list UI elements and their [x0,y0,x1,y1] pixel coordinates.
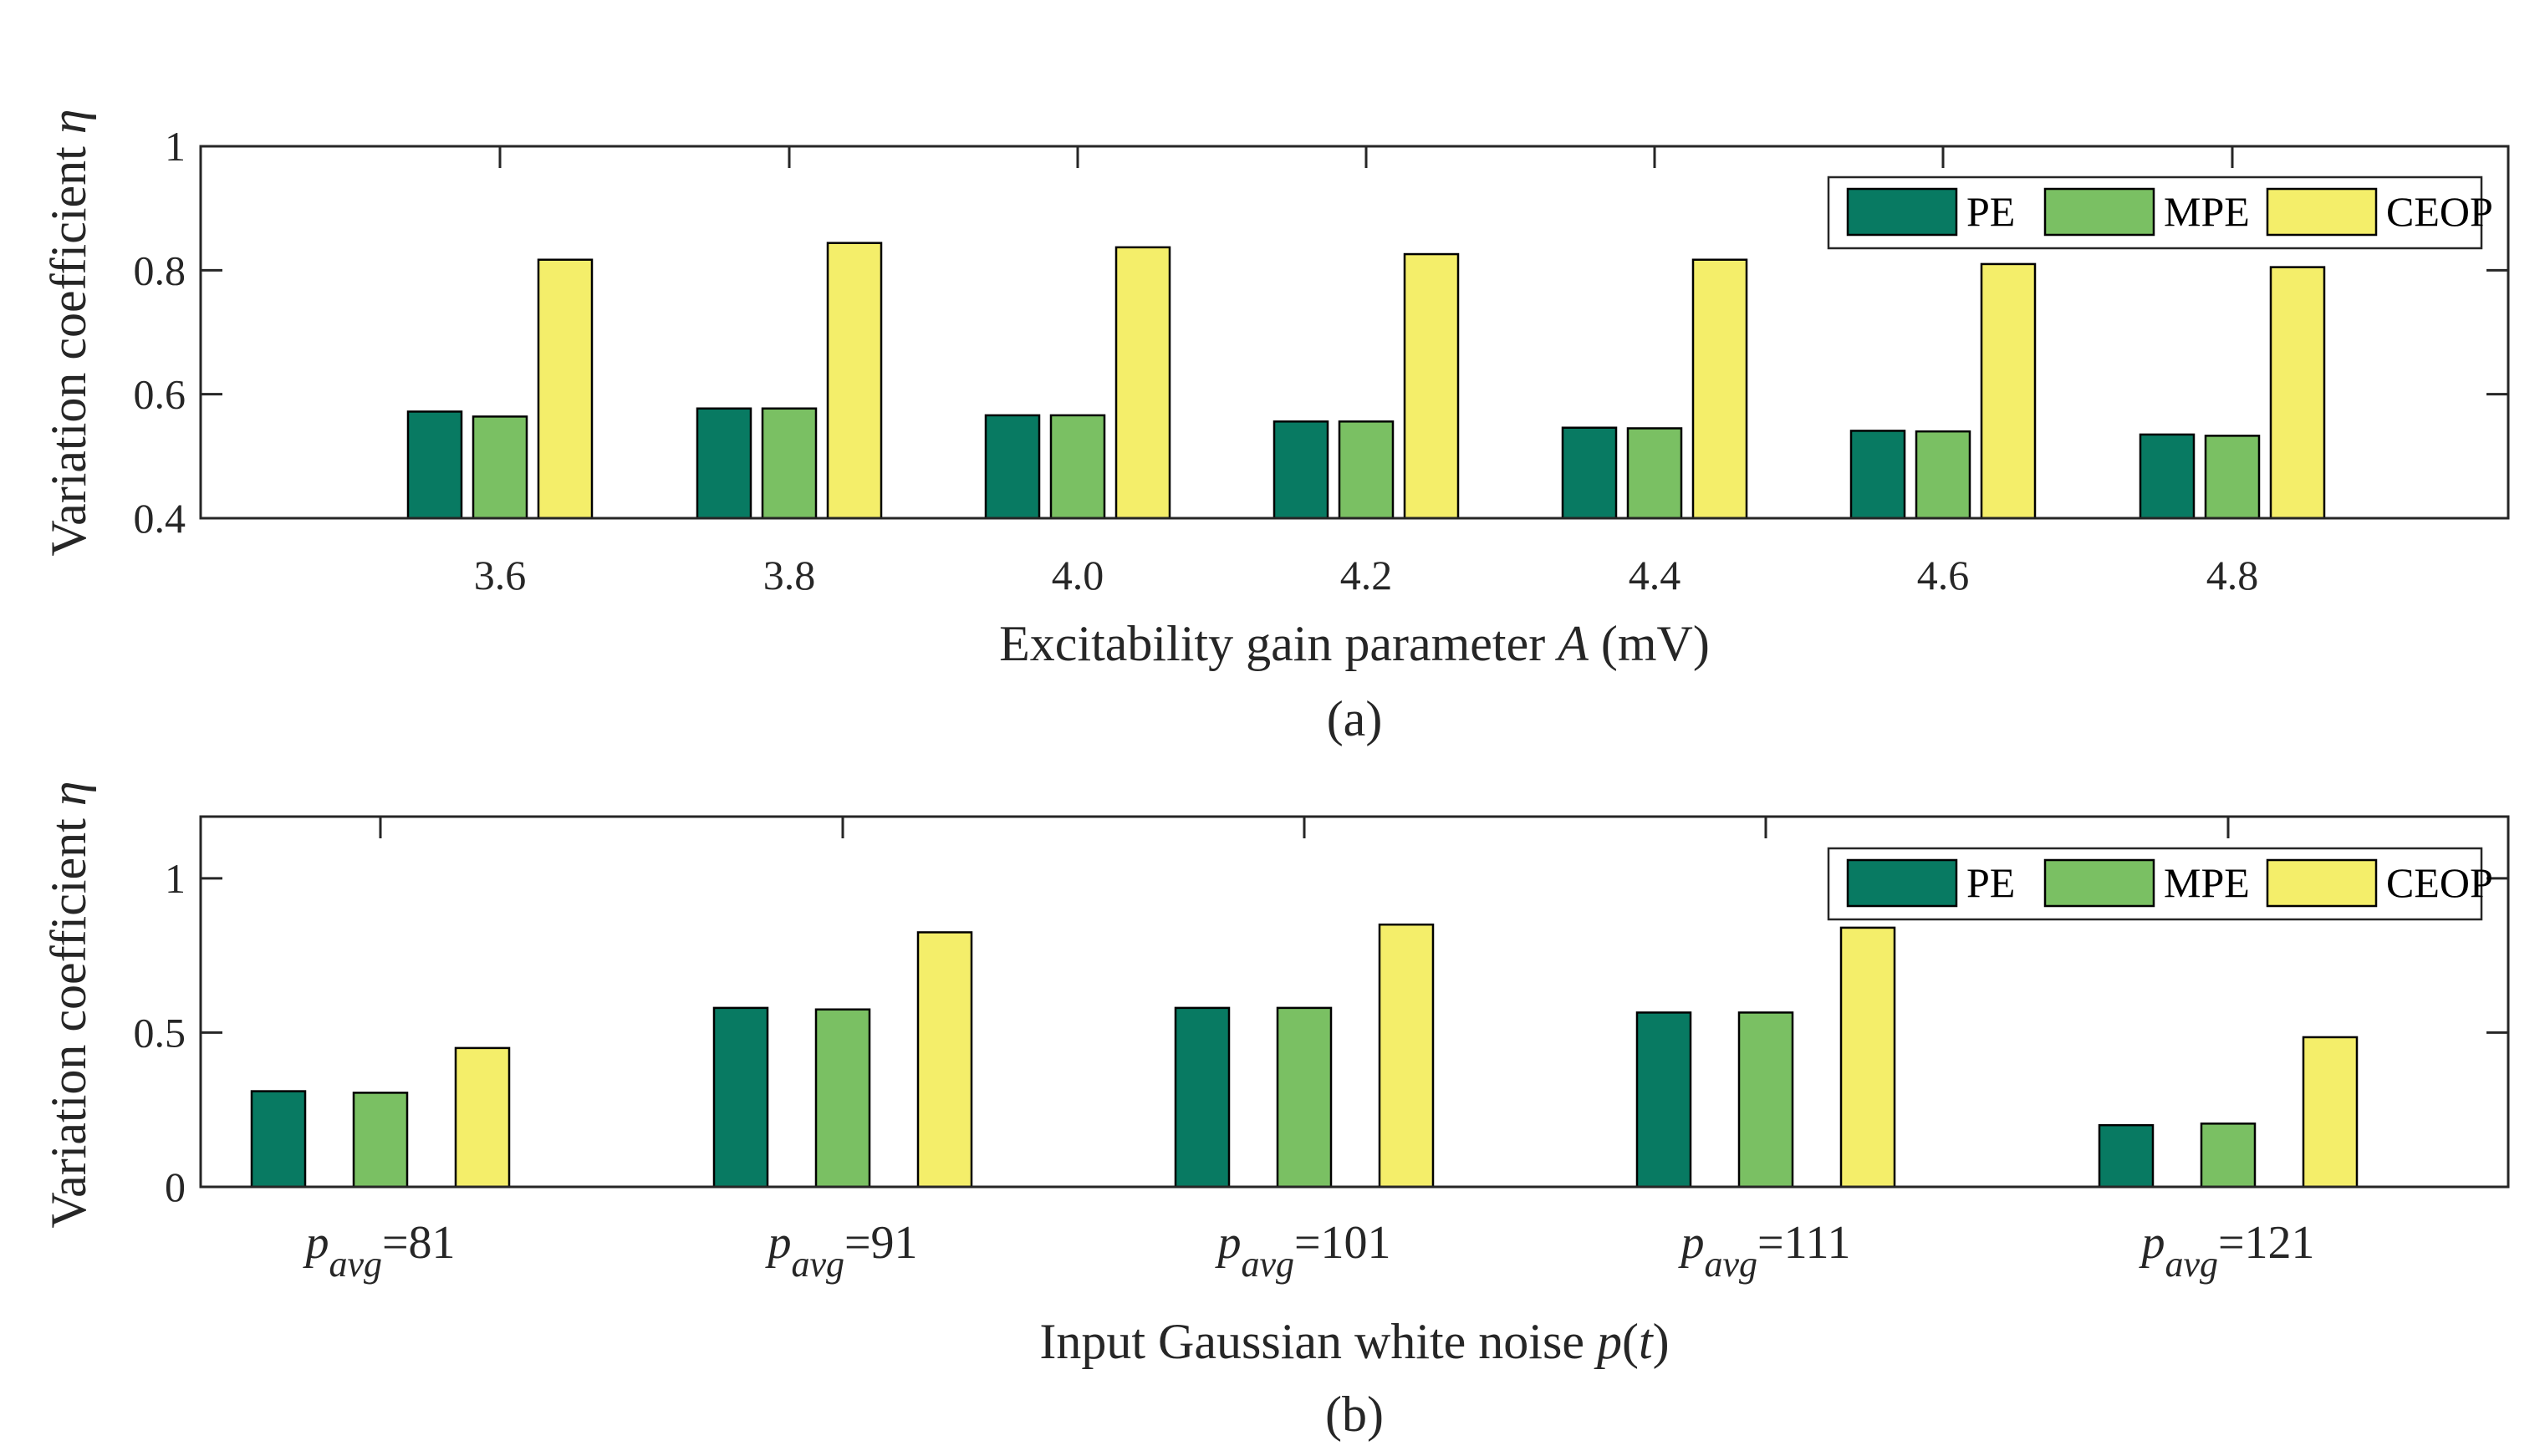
bar-ceop-3 [1378,923,1435,1189]
bar-pe-7 [2139,433,2196,520]
bar-pe-3 [984,414,1041,520]
legend-a-swatch-ceop [2266,187,2378,237]
panel-a-xlabel: Excitability gain parameter A (mV) [999,616,1710,671]
bar-ceop-7 [2269,266,2326,520]
bar-ceop-3 [1114,246,1171,520]
xtick-label: pavg=81 [302,1217,455,1285]
panel-a-xtick-labels: 3.6 3.8 4.0 4.2 4.4 4.6 4.8 [474,552,2259,598]
panel-b-bars [250,923,2359,1189]
xtick-label: 3.6 [474,552,527,598]
legend-a-swatch-mpe [2043,187,2155,237]
bar-pe-3 [1174,1006,1231,1189]
legend-a-label-pe: PE [1966,188,2015,235]
bar-ceop-1 [454,1046,511,1189]
ytick-label: 0.6 [134,371,186,418]
bar-mpe-2 [814,1008,871,1189]
bar-mpe-1 [472,415,528,520]
ytick-label: 1 [165,855,186,902]
bar-pe-1 [406,410,463,520]
bar-pe-4 [1635,1011,1692,1189]
bar-ceop-2 [826,242,883,520]
panel-b-legend: PE MPE CEOP [1827,847,2493,921]
panel-a-bars [406,242,2326,520]
legend-a-swatch-pe [1846,187,1958,237]
bar-mpe-5 [1626,427,1683,520]
xtick-label: 4.8 [2206,552,2259,598]
panel-b-ylabel: Variation coefficient η [41,781,96,1228]
panel-b-xtick-labels: pavg=81 pavg=91 pavg=101 pavg=111 pavg=121 [302,1217,2314,1285]
bar-mpe-4 [1338,420,1395,520]
xtick-label: pavg=121 [2138,1217,2314,1285]
bar-mpe-6 [1915,430,1971,520]
xtick-label: 3.8 [763,552,816,598]
bar-ceop-6 [1980,262,2037,520]
legend-b-swatch-mpe [2043,858,2155,908]
panel-a-chart: 0.4 0.6 0.8 1 3.6 3.8 4.0 4.2 4.4 4.6 4.8 Variati… [41,109,2510,746]
bar-pe-2 [696,407,752,520]
ytick-label: 1 [165,123,186,170]
legend-b-swatch-ceop [2266,858,2378,908]
panel-a-ylabel: Variation coefficient η [41,109,96,556]
panel-a-ytick-labels: 0.4 0.6 0.8 1 [134,123,186,542]
legend-a-label-mpe: MPE [2164,188,2250,235]
bar-mpe-4 [1737,1011,1794,1189]
xtick-label: 4.6 [1917,552,1970,598]
bar-mpe-5 [2200,1123,2257,1189]
bar-mpe-3 [1276,1006,1333,1189]
panel-b-axes-box [199,815,2510,1189]
xtick-label: 4.2 [1340,552,1393,598]
xtick-label: pavg=111 [1678,1217,1851,1285]
bar-pe-4 [1272,420,1329,520]
ytick-label: 0.4 [134,495,186,542]
legend-b-label-pe: PE [1966,859,2015,906]
panel-a-axes-box [199,145,2510,520]
xtick-label: pavg=91 [764,1217,917,1285]
panel-b-chart: 00.51 pavg=81 pavg=91 pavg=101 pavg=111 pavg… [41,781,2510,1442]
legend-b-swatch-pe [1846,858,1958,908]
bar-pe-2 [712,1006,769,1189]
bar-ceop-4 [1839,926,1896,1189]
bar-pe-5 [1561,426,1618,520]
legend-b-label-mpe: MPE [2164,859,2250,906]
panel-b-xlabel: Input Gaussian white noise p(t) [1039,1314,1669,1369]
xtick-label: 4.0 [1052,552,1104,598]
legend-b-label-ceop: CEOP [2386,859,2493,906]
bar-mpe-1 [352,1092,409,1189]
bar-ceop-2 [916,931,973,1189]
bar-pe-6 [1849,430,1906,520]
bar-mpe-2 [761,407,818,520]
bar-pe-5 [2098,1123,2155,1189]
ytick-label: 0.5 [134,1009,186,1056]
panel-b-caption: (b) [1325,1387,1384,1442]
bar-mpe-7 [2204,435,2261,520]
bar-ceop-4 [1403,252,1460,520]
panel-a-legend: PE MPE CEOP [1827,176,2493,250]
legend-a-label-ceop: CEOP [2386,188,2493,235]
xtick-label: 4.4 [1629,552,1681,598]
panel-b-ytick-labels: 00.51 [134,855,186,1210]
bar-pe-1 [250,1090,307,1189]
bar-ceop-5 [2302,1036,2359,1189]
bar-mpe-3 [1049,414,1106,520]
ytick-label: 0 [165,1163,186,1210]
bar-ceop-1 [537,258,594,520]
xtick-label: pavg=101 [1214,1217,1390,1285]
ytick-label: 0.8 [134,247,186,293]
bar-ceop-5 [1691,258,1748,520]
panel-a-caption: (a) [1327,691,1383,746]
